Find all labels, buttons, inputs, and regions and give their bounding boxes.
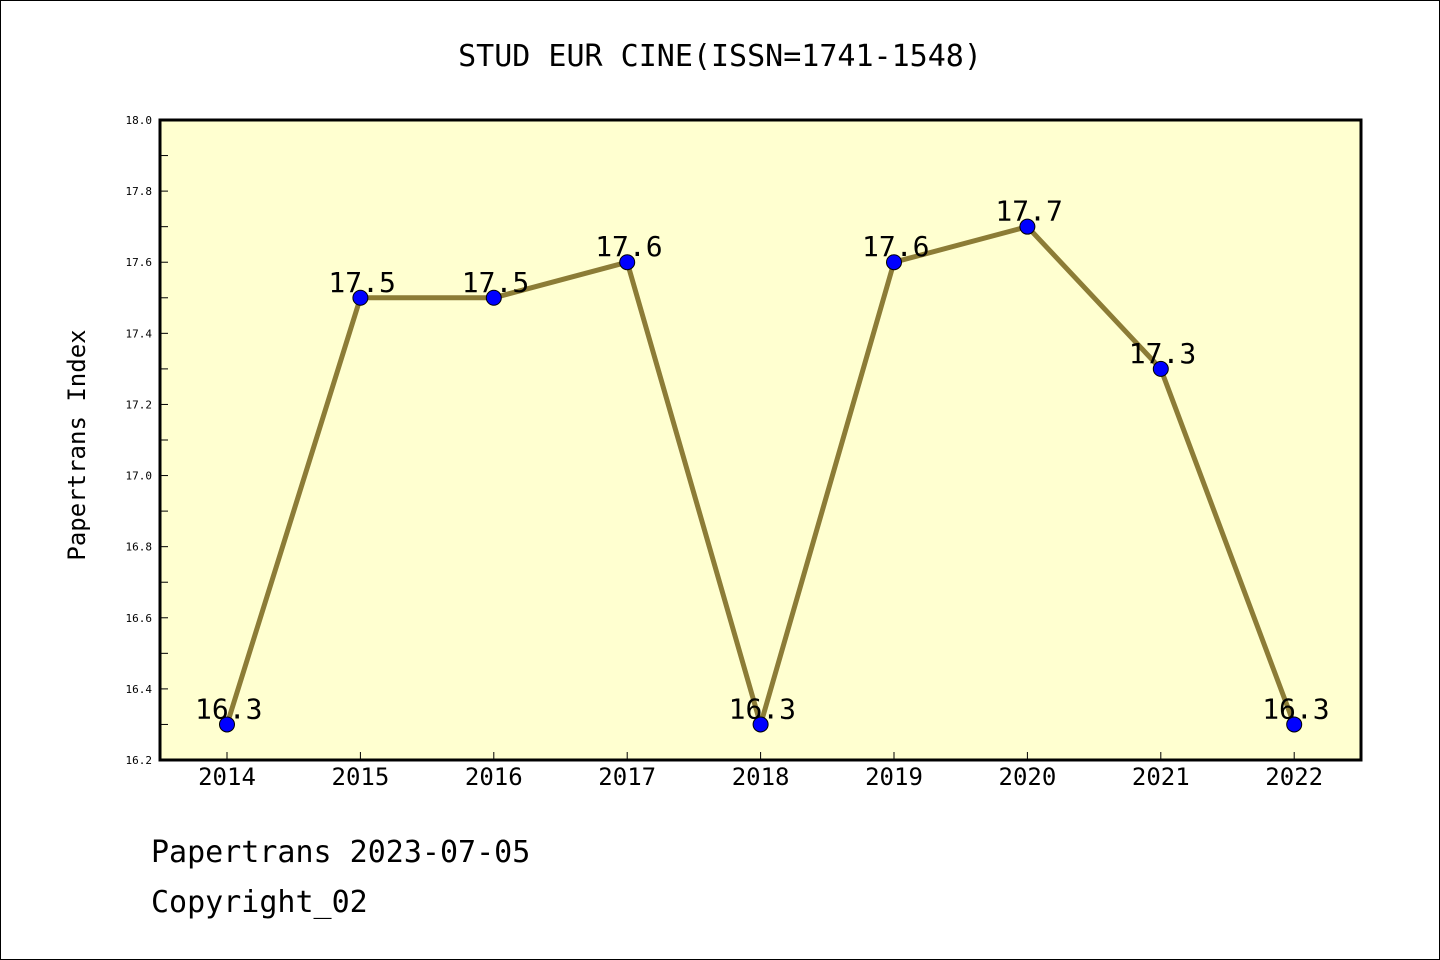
data-label: 16.3 [729, 692, 796, 725]
data-label: 17.3 [1129, 337, 1196, 370]
y-tick-label: 17.4 [126, 327, 153, 340]
x-tick-label: 2022 [1265, 763, 1323, 791]
footer-date: Papertrans 2023-07-05 [151, 835, 531, 870]
x-tick-label: 2021 [1132, 763, 1190, 791]
plot-area [158, 118, 1363, 762]
data-point [1019, 218, 1036, 235]
data-point [1152, 360, 1169, 377]
data-point [619, 254, 636, 271]
y-tick-label: 17.0 [126, 470, 153, 483]
y-tick-label: 18.0 [126, 114, 153, 127]
y-axis: 16.2 16.4 16.6 16.8 17.0 17.2 17.4 17.6 17.8 18.0 [126, 114, 168, 767]
data-point [752, 716, 769, 733]
data-label: 17.6 [862, 230, 929, 263]
data-point [485, 289, 502, 306]
x-tick-label: 2018 [732, 763, 790, 791]
data-point [1286, 716, 1303, 733]
y-tick-label: 17.8 [126, 185, 153, 198]
y-tick-label: 17.2 [126, 398, 153, 411]
y-tick-label: 16.8 [126, 541, 153, 554]
y-tick-label: 16.2 [126, 754, 153, 767]
x-tick-label: 2015 [332, 763, 390, 791]
x-tick-label: 2019 [865, 763, 923, 791]
x-tick-label: 2017 [598, 763, 656, 791]
footer-copyright: Copyright_02 [151, 885, 368, 920]
x-tick-label: 2016 [465, 763, 523, 791]
x-tick-label: 2014 [198, 763, 256, 791]
chart-title: STUD EUR CINE(ISSN=1741-1548) [458, 39, 982, 74]
data-point [352, 289, 369, 306]
data-label: 17.5 [328, 266, 395, 299]
series-group: 16.3 17.5 17.5 17.6 16.3 17.6 17.7 17.3 16.3 [195, 195, 1330, 733]
x-tick-label: 2020 [999, 763, 1057, 791]
y-axis-label: Papertrans Index [63, 329, 91, 560]
data-point [219, 716, 235, 733]
x-axis: 2014 2015 2016 2017 2018 2019 2020 2021 2022 [198, 752, 1323, 791]
y-tick-label: 16.6 [126, 612, 153, 625]
data-label: 17.5 [462, 266, 529, 299]
data-label: 17.6 [595, 230, 662, 263]
data-point [886, 254, 902, 271]
data-label: 16.3 [1262, 692, 1329, 725]
data-label: 17.7 [995, 195, 1062, 228]
y-tick-label: 17.6 [126, 256, 153, 269]
data-label: 16.3 [195, 692, 262, 725]
y-tick-label: 16.4 [126, 683, 153, 696]
